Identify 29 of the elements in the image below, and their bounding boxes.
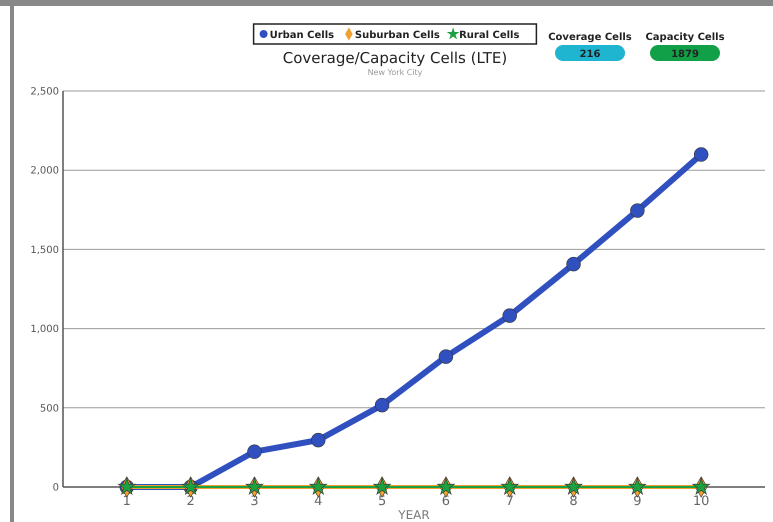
point (247, 444, 262, 459)
legend-label: Suburban Cells (354, 30, 440, 41)
legend-label: Urban Cells (270, 30, 334, 41)
y-tick-label: 2,500 (30, 86, 59, 98)
point (502, 308, 517, 323)
text: Capacity Cells (645, 32, 725, 43)
point (438, 349, 454, 364)
x-tick-label: 10 (692, 494, 710, 509)
text: Coverage Cells (548, 32, 632, 43)
point (309, 478, 328, 495)
y-tick-label: 1,500 (30, 244, 59, 256)
y-tick-label: 2,000 (30, 166, 59, 177)
x-axis-title: YEAR (397, 508, 430, 522)
chart-subtitle: New York City (368, 68, 423, 77)
y-tick-label: 0 (52, 482, 59, 494)
x-tick-label: 4 (314, 494, 322, 509)
point (630, 203, 645, 218)
point (374, 398, 390, 412)
point (694, 147, 708, 162)
legend-label: Rural Cells (459, 30, 520, 41)
point (500, 478, 519, 495)
x-tick-label: 8 (569, 494, 578, 509)
text: 216 (580, 49, 600, 60)
y-tick-label: 500 (40, 403, 59, 414)
y-tick-label: 1,000 (30, 324, 59, 336)
text: 1879 (671, 49, 699, 60)
chart-title: Coverage/Capacity Cells (LTE) (282, 49, 508, 67)
point (311, 432, 326, 448)
point (566, 256, 581, 272)
